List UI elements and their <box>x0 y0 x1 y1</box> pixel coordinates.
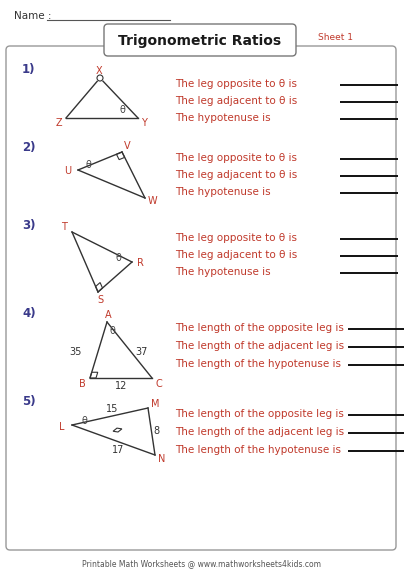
Text: θ: θ <box>119 105 125 115</box>
Text: R: R <box>137 258 143 268</box>
Text: The hypotenuse is: The hypotenuse is <box>175 187 271 197</box>
Text: 15: 15 <box>106 404 118 415</box>
Text: 1): 1) <box>22 63 36 75</box>
Text: Z: Z <box>56 118 62 128</box>
Text: Printable Math Worksheets @ www.mathworksheets4kids.com: Printable Math Worksheets @ www.mathwork… <box>82 559 322 569</box>
Text: 5): 5) <box>22 396 36 408</box>
Text: The length of the opposite leg is: The length of the opposite leg is <box>175 323 344 333</box>
Text: Name :: Name : <box>14 11 51 21</box>
Text: The leg opposite to θ is: The leg opposite to θ is <box>175 153 297 163</box>
Text: θ: θ <box>109 326 115 336</box>
Text: C: C <box>156 379 162 389</box>
FancyBboxPatch shape <box>6 46 396 550</box>
Text: The length of the adjacent leg is: The length of the adjacent leg is <box>175 427 344 437</box>
Circle shape <box>97 75 103 81</box>
Text: Trigonometric Ratios: Trigonometric Ratios <box>118 34 282 48</box>
Text: X: X <box>96 66 102 76</box>
Text: 4): 4) <box>22 308 36 320</box>
Text: 2): 2) <box>22 142 36 154</box>
Text: The leg opposite to θ is: The leg opposite to θ is <box>175 79 297 89</box>
Text: M: M <box>151 399 159 409</box>
Text: The hypotenuse is: The hypotenuse is <box>175 267 271 277</box>
Text: U: U <box>64 166 72 176</box>
Text: θ: θ <box>115 253 121 263</box>
Text: 3): 3) <box>22 219 36 233</box>
Text: The leg adjacent to θ is: The leg adjacent to θ is <box>175 170 297 180</box>
Text: The length of the opposite leg is: The length of the opposite leg is <box>175 409 344 419</box>
Text: The leg adjacent to θ is: The leg adjacent to θ is <box>175 96 297 106</box>
Text: The length of the hypotenuse is: The length of the hypotenuse is <box>175 359 341 369</box>
Text: 35: 35 <box>70 347 82 357</box>
Text: The length of the adjacent leg is: The length of the adjacent leg is <box>175 341 344 351</box>
Text: θ: θ <box>85 160 91 170</box>
Text: L: L <box>59 422 65 432</box>
Text: Sheet 1: Sheet 1 <box>318 32 353 41</box>
Text: W: W <box>147 196 157 206</box>
Text: 12: 12 <box>115 381 127 391</box>
Text: S: S <box>97 295 103 305</box>
Text: θ: θ <box>81 416 87 426</box>
Text: N: N <box>158 454 166 464</box>
Text: The hypotenuse is: The hypotenuse is <box>175 113 271 123</box>
Text: 8: 8 <box>153 426 159 437</box>
Text: V: V <box>124 141 130 151</box>
Text: The leg adjacent to θ is: The leg adjacent to θ is <box>175 250 297 260</box>
Text: 37: 37 <box>135 347 148 357</box>
Text: T: T <box>61 222 67 232</box>
Text: B: B <box>79 379 85 389</box>
Text: 17: 17 <box>112 445 125 455</box>
FancyBboxPatch shape <box>104 24 296 56</box>
Text: A: A <box>105 310 112 320</box>
Text: The leg opposite to θ is: The leg opposite to θ is <box>175 233 297 243</box>
Text: The length of the hypotenuse is: The length of the hypotenuse is <box>175 445 341 455</box>
Text: Y: Y <box>141 118 147 128</box>
